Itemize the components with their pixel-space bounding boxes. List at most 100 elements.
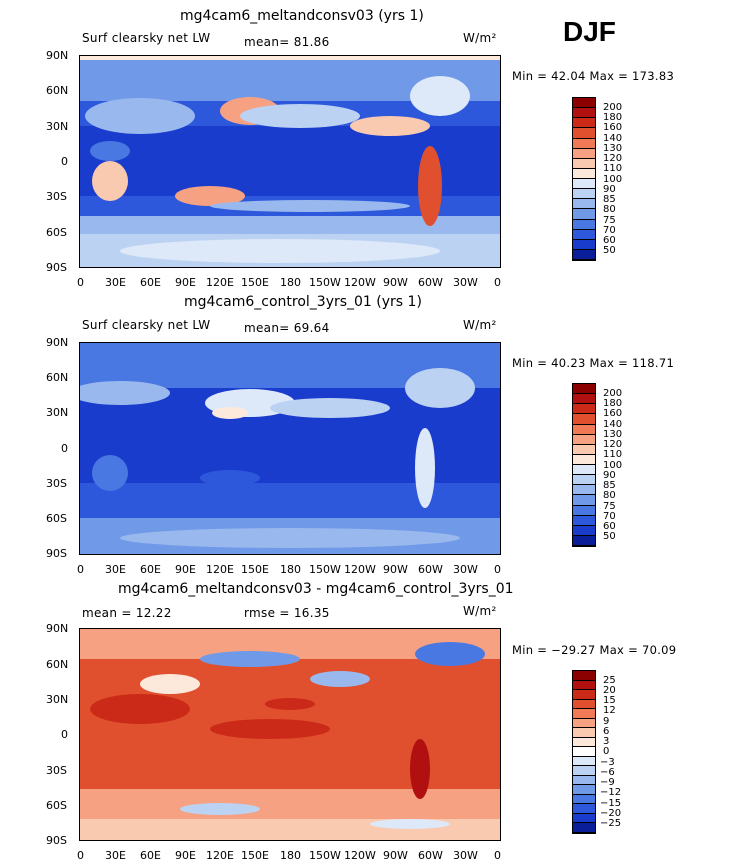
panel3-lat-30s: 30S: [46, 764, 67, 777]
panel3-colorbar-label: 20: [603, 685, 616, 696]
panel1-colorbar-label: 180: [603, 112, 623, 123]
panel1-map-field: [80, 56, 500, 267]
panel3-rmse: rmse = 16.35: [244, 606, 330, 620]
colorbar-swatch: [573, 209, 595, 220]
colorbar-swatch: [573, 804, 595, 814]
panel2-lon-90e: 90E: [175, 563, 196, 576]
colorbar-swatch: [573, 747, 595, 757]
panel3-minmax: Min = −29.27 Max = 70.09: [512, 643, 677, 657]
panel2-colorbar-label: 120: [603, 439, 623, 450]
colorbar-swatch: [573, 444, 595, 455]
panel1-lon-30e: 30E: [105, 276, 126, 289]
panel2-lon-0: 0: [77, 563, 84, 576]
panel3-lat-60s: 60S: [46, 799, 67, 812]
colorbar-swatch: [573, 766, 595, 776]
colorbar-swatch: [573, 785, 595, 795]
panel1-colorbar-label: 75: [603, 215, 616, 226]
panel2-colorbar-label: 85: [603, 480, 616, 491]
panel3-map: [79, 628, 501, 841]
panel3-colorbar-label: 3: [603, 736, 610, 747]
colorbar-swatch: [573, 239, 595, 250]
panel1-lon-120w: 120W: [344, 276, 376, 289]
panel1-lat-90s: 90S: [46, 261, 67, 274]
panel3-lon-0: 0: [77, 849, 84, 862]
panel2-colorbar-label: 80: [603, 490, 616, 501]
panel2-lon-180: 180: [280, 563, 301, 576]
panel1-colorbar: [572, 97, 596, 261]
colorbar-swatch: [573, 775, 595, 786]
panel3-lat-30n: 30N: [46, 693, 69, 706]
panel2-lat-30n: 30N: [46, 406, 69, 419]
panel1-colorbar-label: 120: [603, 153, 623, 164]
colorbar-swatch: [573, 535, 595, 546]
colorbar-swatch: [573, 179, 595, 190]
panel1-colorbar-label: 100: [603, 174, 623, 185]
panel1-colorbar-label: 80: [603, 204, 616, 215]
panel1-lon-30w: 30W: [453, 276, 478, 289]
panel1-colorbar-label: 140: [603, 133, 623, 144]
panel3-colorbar-label: −6: [600, 767, 615, 778]
panel2-lon-30w: 30W: [453, 563, 478, 576]
panel2-lon-120w: 120W: [344, 563, 376, 576]
panel3-lon-60e: 60E: [140, 849, 161, 862]
panel2-lat-30s: 30S: [46, 477, 67, 490]
colorbar-swatch: [573, 699, 595, 710]
panel2-colorbar-label: 50: [603, 531, 616, 542]
panel2-lon-150w: 150W: [309, 563, 341, 576]
panel3-units: W/m²: [463, 604, 497, 618]
panel3-colorbar-label: 6: [603, 726, 610, 737]
colorbar-swatch: [573, 475, 595, 486]
colorbar-swatch: [573, 219, 595, 230]
colorbar-swatch: [573, 189, 595, 200]
panel2-mean: mean= 69.64: [244, 321, 330, 335]
panel1-lat-0: 0: [61, 155, 68, 168]
panel2-lon-0-end: 0: [494, 563, 501, 576]
panel3-lon-150w: 150W: [309, 849, 341, 862]
colorbar-swatch: [573, 680, 595, 691]
colorbar-swatch: [573, 718, 595, 729]
panel3-lat-90s: 90S: [46, 834, 67, 847]
panel2-colorbar: [572, 383, 596, 547]
panel1-colorbar-label: 200: [603, 102, 623, 113]
panel3-colorbar-label: −12: [600, 787, 622, 798]
panel2-lon-60e: 60E: [140, 563, 161, 576]
panel2-lat-60s: 60S: [46, 512, 67, 525]
panel2-minmax: Min = 40.23 Max = 118.71: [512, 356, 675, 370]
panel2-variable-label: Surf clearsky net LW: [82, 318, 211, 332]
panel3-lat-60n: 60N: [46, 658, 69, 671]
panel2-colorbar-label: 60: [603, 521, 616, 532]
panel1-minmax: Min = 42.04 Max = 173.83: [512, 69, 675, 83]
colorbar-swatch: [573, 414, 595, 425]
panel2-title: mg4cam6_control_3yrs_01 (yrs 1): [184, 294, 422, 310]
panel2-lon-120e: 120E: [206, 563, 234, 576]
panel3-lon-120w: 120W: [344, 849, 376, 862]
panel3-lon-60w: 60W: [418, 849, 443, 862]
panel3-colorbar-label: 12: [603, 705, 616, 716]
panel1-units: W/m²: [463, 31, 497, 45]
panel1-lat-60s: 60S: [46, 226, 67, 239]
panel3-colorbar: [572, 670, 596, 834]
panel1-lat-30n: 30N: [46, 120, 69, 133]
panel3-lon-90e: 90E: [175, 849, 196, 862]
panel2-lon-150e: 150E: [241, 563, 269, 576]
colorbar-swatch: [573, 148, 595, 159]
panel1-lon-90e: 90E: [175, 276, 196, 289]
colorbar-swatch: [573, 465, 595, 476]
panel1-lon-120e: 120E: [206, 276, 234, 289]
colorbar-swatch: [573, 525, 595, 536]
panel2-colorbar-label: 70: [603, 511, 616, 522]
panel2-lon-60w: 60W: [418, 563, 443, 576]
panel3-lon-30w: 30W: [453, 849, 478, 862]
colorbar-swatch: [573, 118, 595, 129]
panel1-colorbar-label: 70: [603, 225, 616, 236]
colorbar-swatch: [573, 384, 595, 395]
panel3-colorbar-label: −9: [600, 777, 615, 788]
colorbar-swatch: [573, 756, 595, 767]
panel3-lon-30e: 30E: [105, 849, 126, 862]
panel1-colorbar-label: 50: [603, 245, 616, 256]
panel3-colorbar-label: 15: [603, 695, 616, 706]
panel3-colorbar-label: 25: [603, 675, 616, 686]
panel3-colorbar-label: −20: [600, 808, 622, 819]
panel2-colorbar-label: 180: [603, 398, 623, 409]
panel2-colorbar-label: 110: [603, 449, 623, 460]
